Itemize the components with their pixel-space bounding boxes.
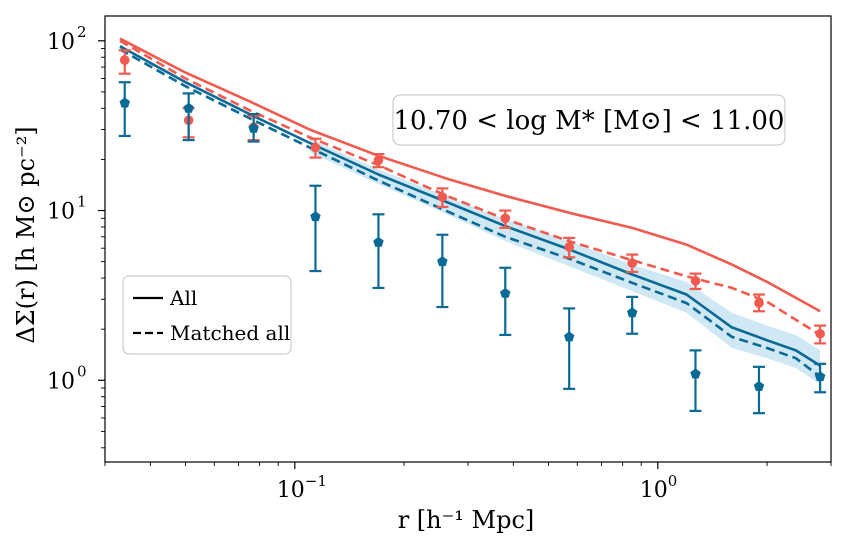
y-tick-label: 10 xyxy=(47,200,75,225)
data-point-red-observed xyxy=(500,213,511,224)
data-point-blue-observed xyxy=(183,102,194,113)
x-tick-label: 10 xyxy=(640,478,668,503)
x-tick-label-exponent: 0 xyxy=(668,472,678,490)
legend: All Matched all xyxy=(122,275,292,355)
plot-area xyxy=(118,37,827,415)
data-point-blue-observed xyxy=(119,97,130,108)
series-line-red-all-model xyxy=(119,37,821,313)
data-point-red-observed xyxy=(815,328,825,339)
series-line-blue-all-model xyxy=(119,45,821,367)
data-point-blue-observed xyxy=(373,236,384,247)
data-point-red-observed xyxy=(690,276,701,286)
model-uncertainty-band xyxy=(309,138,821,385)
plot-content xyxy=(118,37,827,415)
data-point-red-observed xyxy=(310,142,321,153)
data-point-red-observed xyxy=(119,55,130,65)
data-point-blue-observed xyxy=(310,211,321,222)
data-point-red-observed xyxy=(627,258,637,268)
axes: 10 −1 10 010 010 110 2 xyxy=(47,15,832,503)
x-tick-label: 10 xyxy=(277,478,305,503)
x-tick-label-exponent: −1 xyxy=(305,472,327,490)
annotation-box: 10.70 < log M* [M⊙] < 11.00 xyxy=(392,94,786,146)
data-point-blue-observed xyxy=(437,256,448,267)
data-point-red-observed xyxy=(754,298,764,308)
y-tick-label-exponent: 2 xyxy=(77,23,87,41)
y-tick-label-exponent: 1 xyxy=(77,193,87,211)
data-point-blue-observed xyxy=(690,368,701,379)
y-tick-label: 10 xyxy=(47,30,75,55)
data-point-red-observed xyxy=(564,242,574,252)
data-point-blue-observed xyxy=(248,122,259,133)
legend-label-matched-all: Matched all xyxy=(170,321,290,345)
data-point-red-observed xyxy=(373,155,384,165)
series-line-blue-matched-model xyxy=(119,48,821,378)
x-axis-label: r [h⁻¹ Mpc] xyxy=(398,506,535,534)
legend-label-all: All xyxy=(169,286,197,310)
y-axis-label: ΔΣ(r) [h M⊙ pc⁻²] xyxy=(12,126,40,343)
data-point-blue-observed xyxy=(500,287,511,298)
y-tick-label-exponent: 0 xyxy=(77,362,87,380)
y-tick-label: 10 xyxy=(47,369,75,394)
data-point-blue-observed xyxy=(564,331,575,342)
annotation-text: 10.70 < log M* [M⊙] < 11.00 xyxy=(394,106,785,136)
data-point-blue-observed xyxy=(814,371,826,382)
data-point-blue-observed xyxy=(753,380,765,391)
data-point-red-observed xyxy=(437,192,448,202)
data-point-blue-observed xyxy=(627,307,638,318)
